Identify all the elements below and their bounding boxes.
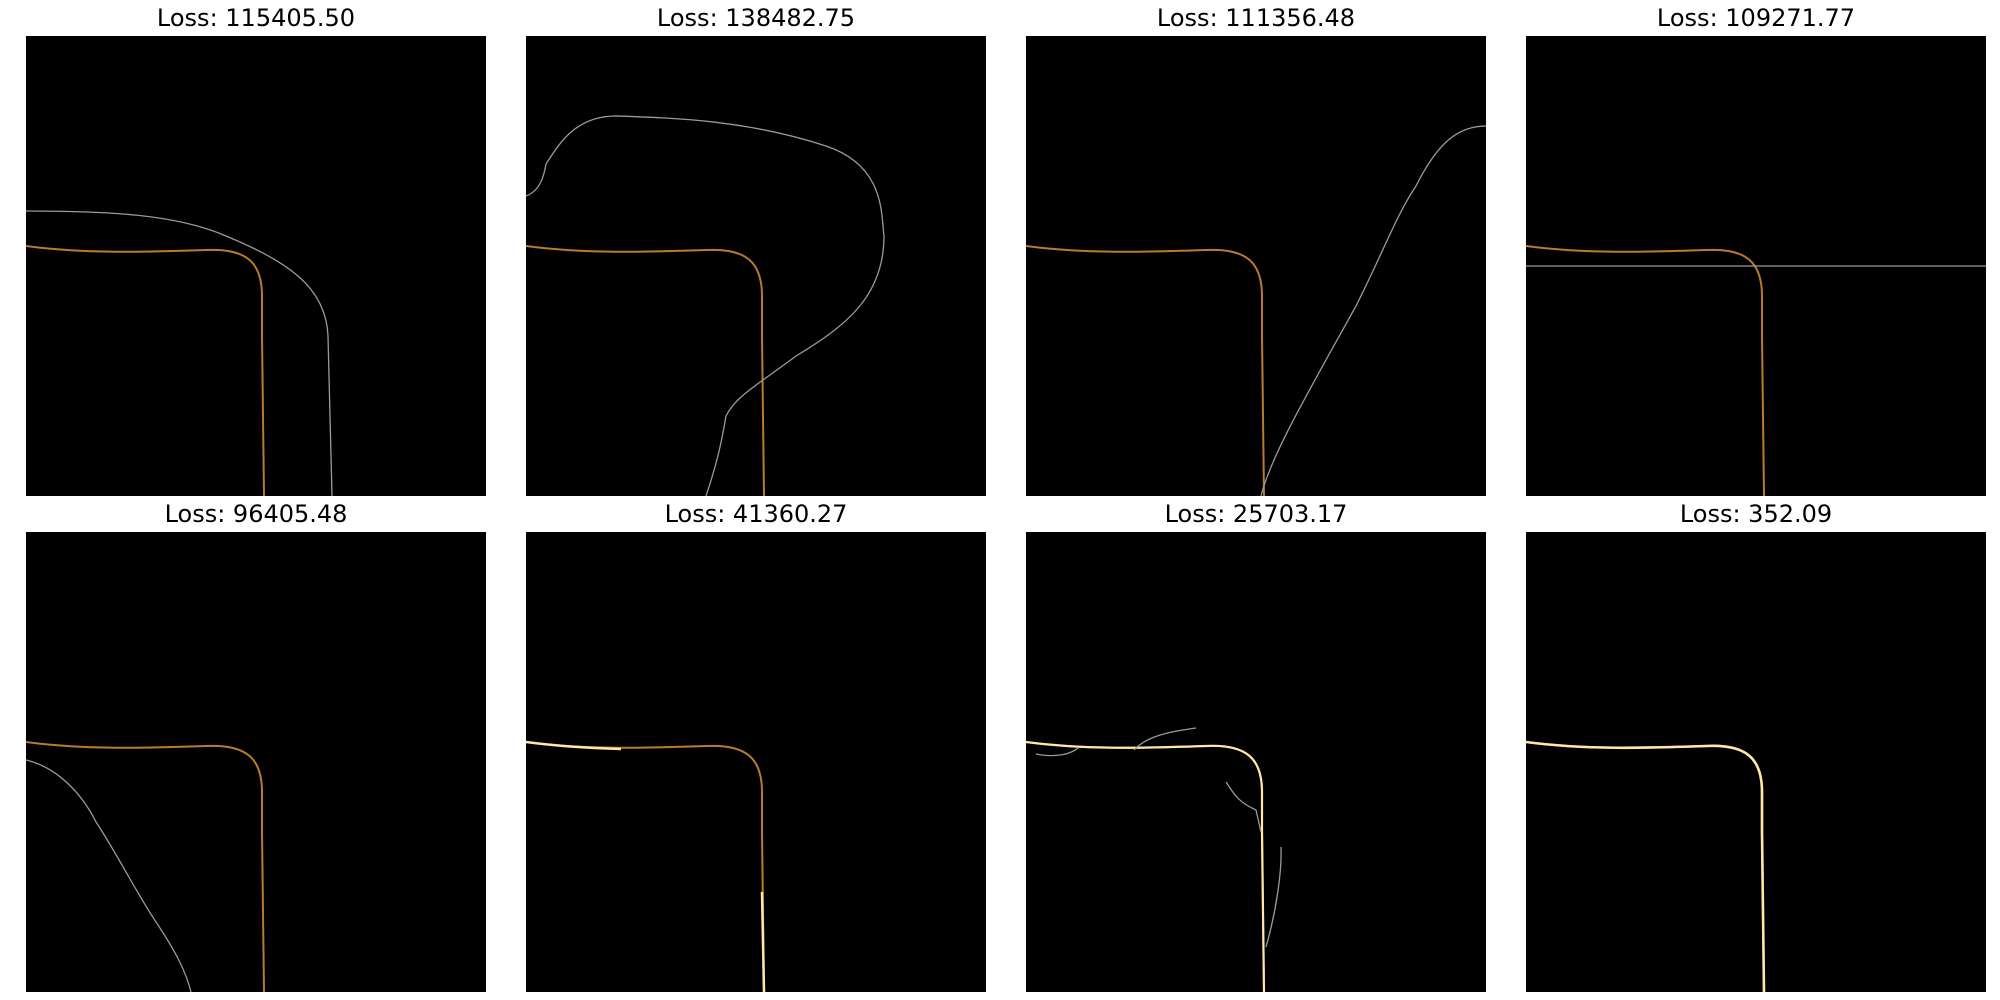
- predicted-curve: [1265, 846, 1282, 948]
- overlap-highlight: [760, 891, 766, 992]
- panel-image: [1526, 36, 1986, 496]
- panel-title: Loss: 111356.48: [1156, 4, 1356, 32]
- target-curve: [1026, 741, 1265, 992]
- panel-1: Loss: 115405.50: [26, 0, 486, 496]
- panel-image: [1026, 36, 1486, 496]
- overlap-highlight: [1026, 740, 1266, 992]
- curve-plot: [1026, 727, 1282, 992]
- predicted-curve: [26, 210, 333, 496]
- panel-4: Loss: 109271.77: [1526, 0, 1986, 496]
- panel-title: Loss: 41360.27: [664, 500, 848, 528]
- panel-title: Loss: 352.09: [1679, 500, 1833, 528]
- predicted-curve: [1225, 781, 1262, 833]
- panel-title: Loss: 25703.17: [1164, 500, 1348, 528]
- curve-plot: [1526, 740, 1766, 992]
- target-curve: [26, 741, 265, 992]
- curve-plot: [526, 115, 885, 496]
- panel-image: [1526, 532, 1986, 992]
- panel-5: Loss: 96405.48: [26, 496, 486, 992]
- curve-plot: [1026, 125, 1486, 496]
- target-curve: [26, 245, 265, 496]
- predicted-curve: [26, 759, 192, 992]
- target-curve: [1526, 245, 1765, 496]
- curve-plot: [26, 210, 333, 496]
- panel-3: Loss: 111356.48: [1026, 0, 1486, 496]
- target-curve: [1026, 245, 1265, 496]
- panel-image: [526, 532, 986, 992]
- curve-plot: [1526, 245, 1986, 496]
- panel-title: Loss: 115405.50: [156, 4, 356, 32]
- panel-image: [26, 532, 486, 992]
- overlap-highlight: [526, 740, 622, 751]
- panel-7: Loss: 25703.17: [1026, 496, 1486, 992]
- panel-2: Loss: 138482.75: [526, 0, 986, 496]
- panel-image: [1026, 532, 1486, 992]
- panel-title: Loss: 96405.48: [164, 500, 348, 528]
- curve-plot: [526, 740, 766, 992]
- predicted-curve: [1035, 747, 1079, 757]
- target-curve: [526, 741, 765, 992]
- target-curve: [526, 245, 765, 496]
- panel-title: Loss: 138482.75: [656, 4, 856, 32]
- panel-6: Loss: 41360.27: [526, 496, 986, 992]
- target-curve: [1526, 740, 1766, 992]
- predicted-curve: [1133, 727, 1197, 751]
- panel-image: [26, 36, 486, 496]
- overlap-highlight: [1526, 740, 1766, 992]
- predicted-curve: [526, 115, 885, 496]
- panel-title: Loss: 109271.77: [1656, 4, 1856, 32]
- predicted-curve: [1260, 125, 1486, 496]
- panel-8: Loss: 352.09: [1526, 496, 1986, 992]
- curve-plot: [26, 741, 265, 992]
- panel-image: [526, 36, 986, 496]
